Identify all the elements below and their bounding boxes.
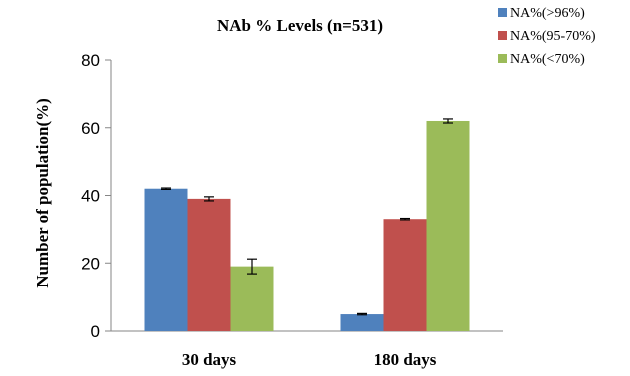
y-tick-label: 20 — [81, 254, 100, 273]
y-axis-label: Number of population(%) — [33, 98, 52, 288]
error-bar-1-1 — [161, 187, 171, 191]
legend-swatch-3 — [498, 54, 507, 63]
y-ticks: 0 20 40 60 80 — [81, 51, 111, 341]
y-tick-label: 60 — [81, 119, 100, 138]
y-tick-label: 40 — [81, 187, 100, 206]
legend-swatch-2 — [498, 31, 507, 40]
x-ticks: 30 days 180 days — [182, 350, 437, 369]
bar-3-2 — [426, 120, 470, 331]
error-bar-2-2 — [400, 217, 410, 221]
legend-label-1: NA%(>96%) — [510, 6, 585, 21]
y-tick-label: 0 — [91, 322, 100, 341]
error-bar-2-1 — [204, 196, 214, 202]
y-tick-label: 80 — [81, 51, 100, 70]
bar-3-1 — [230, 266, 274, 331]
bar-1-1 — [144, 188, 188, 331]
bar-2-2 — [383, 219, 427, 331]
error-bar-3-1 — [247, 258, 257, 275]
chart-title: NAb % Levels (n=531) — [217, 16, 383, 35]
legend: NA%(>96%) NA%(95-70%) NA%(<70%) — [498, 6, 596, 67]
bar-2-1 — [187, 198, 231, 331]
error-bar-1-2 — [357, 312, 367, 316]
x-tick-label: 180 days — [374, 350, 437, 369]
x-tick-label: 30 days — [182, 350, 237, 369]
legend-label-3: NA%(<70%) — [510, 52, 585, 67]
legend-swatch-1 — [498, 8, 507, 17]
bars — [144, 118, 470, 331]
legend-label-2: NA%(95-70%) — [510, 29, 596, 44]
bar-1-2 — [340, 314, 384, 331]
error-bar-3-2 — [443, 118, 453, 124]
